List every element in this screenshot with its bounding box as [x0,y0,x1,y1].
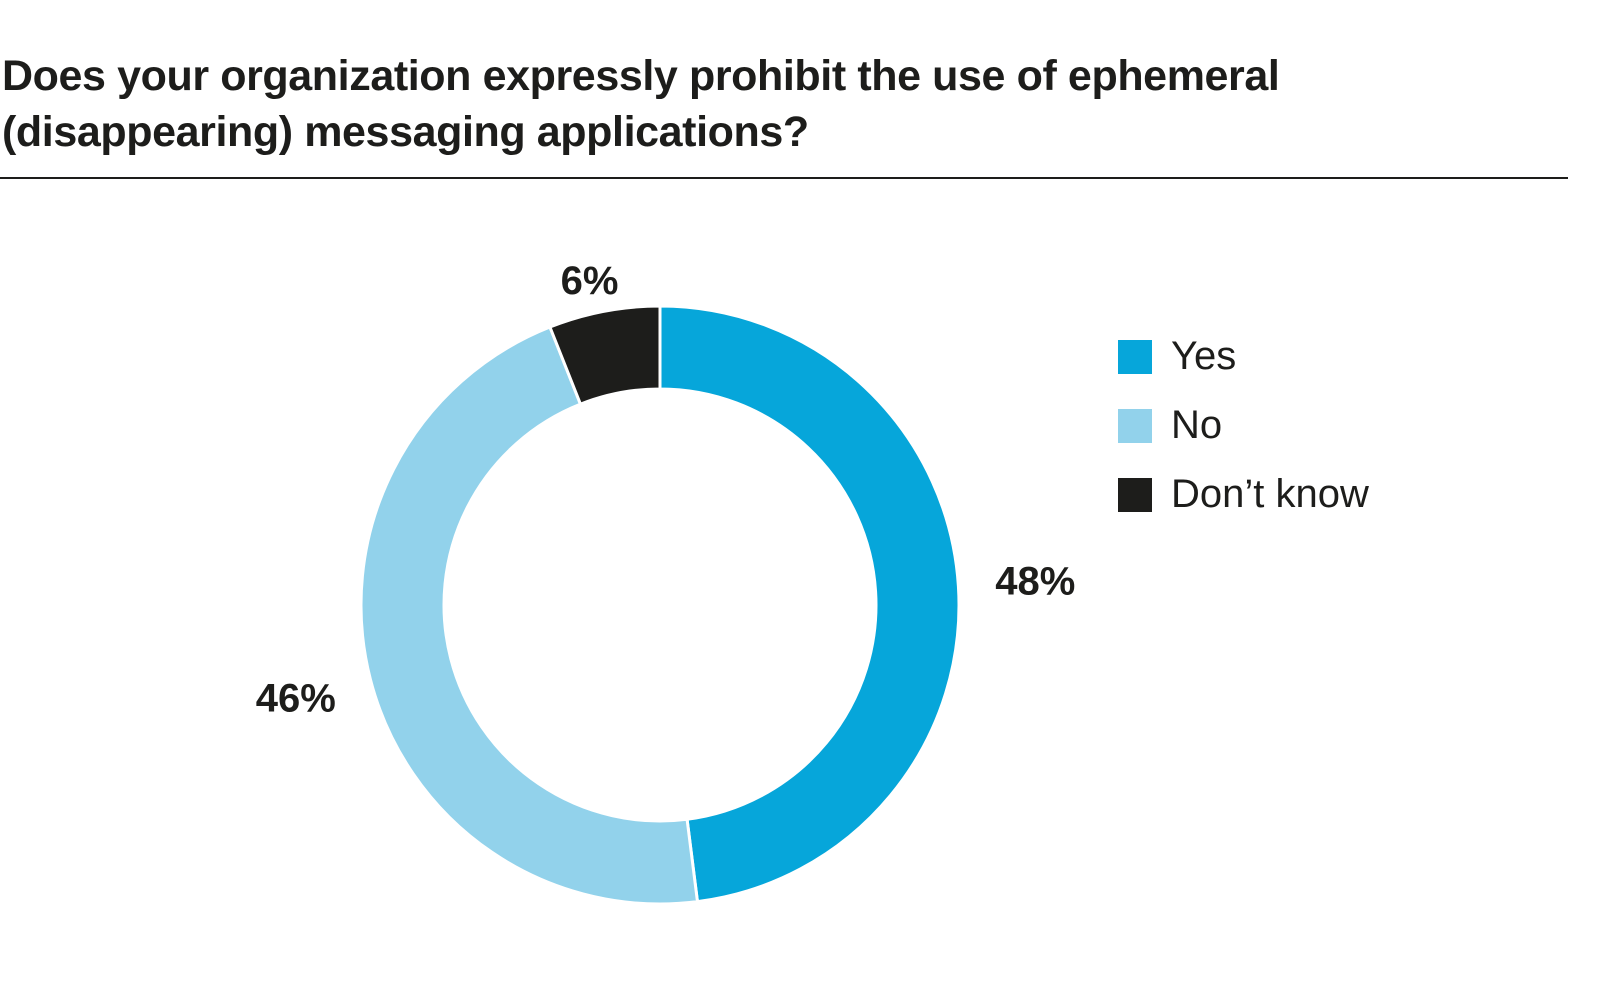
title-divider [0,177,1568,179]
legend-label-don-t-know: Don’t know [1171,472,1369,516]
chart-legend: Yes No Don’t know [1118,322,1369,529]
legend-item-yes: Yes [1118,322,1369,391]
legend-label-no: No [1171,403,1223,447]
slice-yes [658,304,961,904]
legend-label-yes: Yes [1171,334,1237,378]
chart-title: Does your organization expressly prohibi… [2,52,1280,156]
slice-no [359,325,699,906]
slice-label-no: 46% [256,677,336,721]
slice-don-t-know [548,304,662,406]
legend-swatch-don-t-know [1118,477,1152,512]
legend-swatch-yes [1118,339,1152,374]
slice-label-yes: 48% [995,559,1075,603]
legend-item-don-t-know: Don’t know [1118,460,1369,529]
legend-swatch-no [1118,408,1152,443]
slice-label-don-t-know: 6% [561,259,619,303]
legend-item-no: No [1118,391,1369,460]
